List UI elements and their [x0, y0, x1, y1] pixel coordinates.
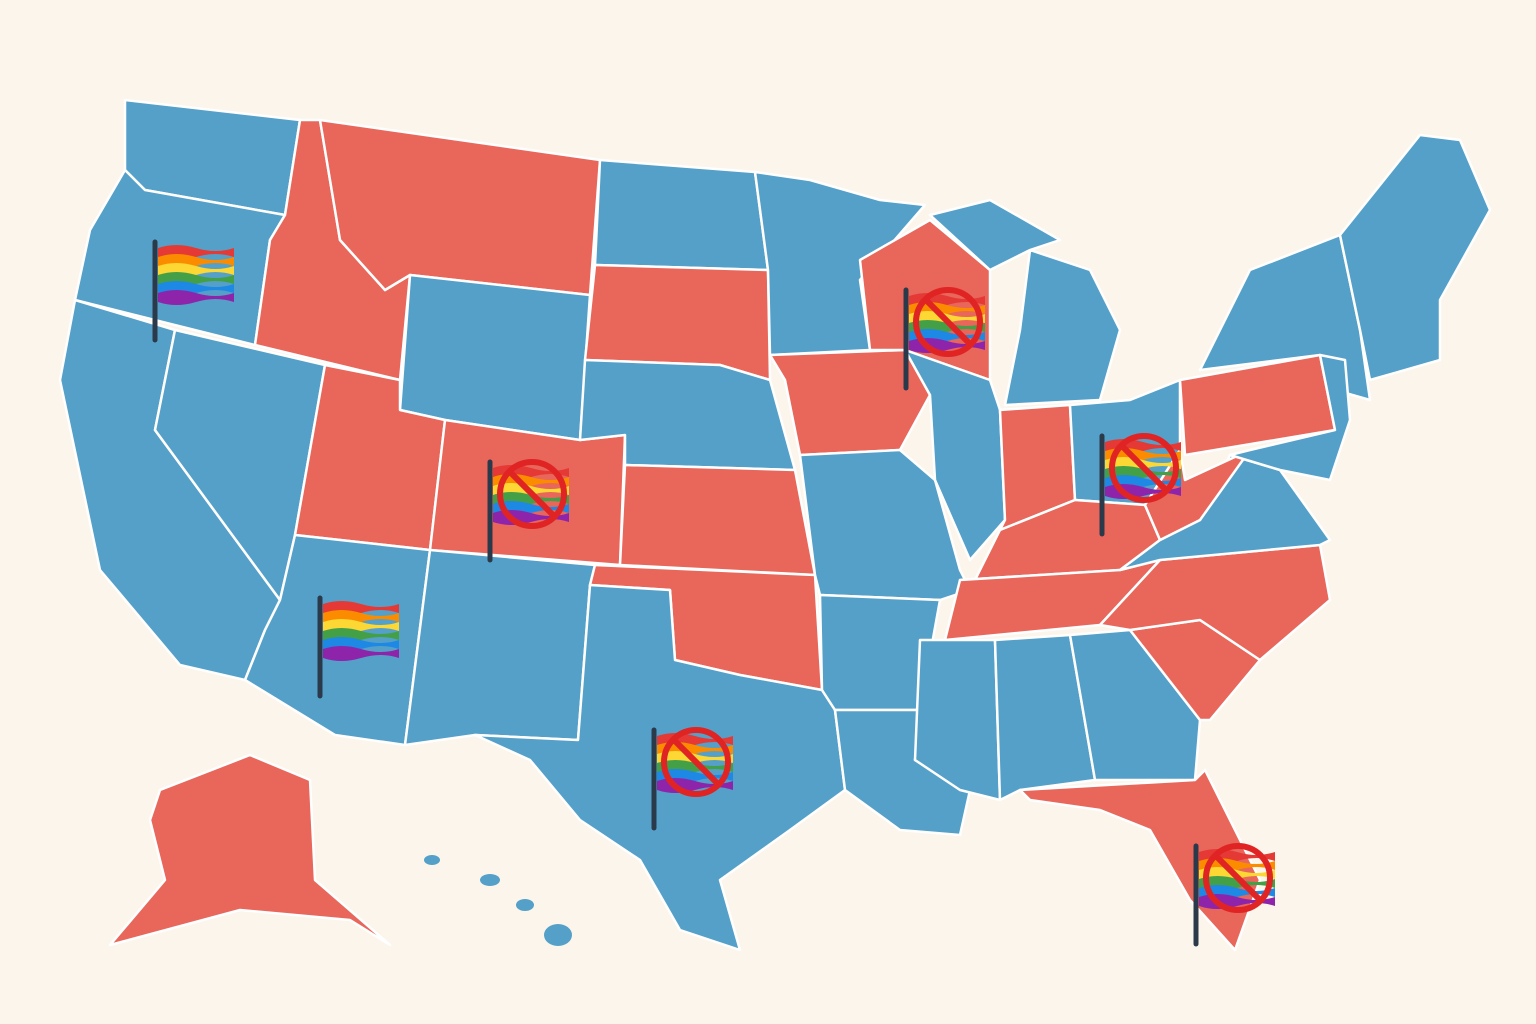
state [108, 753, 392, 947]
banned-flag [651, 727, 733, 831]
island [480, 874, 500, 886]
banned-flag [1099, 433, 1181, 537]
ban-slash [1119, 443, 1169, 493]
state [753, 170, 927, 357]
flag-stripe [158, 290, 234, 305]
ban-circle [497, 459, 567, 529]
banned-flag [487, 459, 569, 563]
state [903, 348, 1007, 562]
states [58, 98, 1492, 952]
pride-flag [152, 239, 234, 343]
state [403, 548, 597, 747]
ban-circle [913, 287, 983, 357]
ban-slash [671, 737, 721, 787]
state [1003, 248, 1122, 407]
banned-flag [1193, 843, 1275, 947]
state [1068, 628, 1202, 782]
island [544, 924, 572, 946]
pride-flag [317, 595, 399, 699]
ban-slash [1213, 853, 1263, 903]
ban-circle [1203, 843, 1273, 913]
state [928, 198, 1062, 272]
ban-slash [507, 469, 557, 519]
state [1338, 133, 1492, 382]
flag-stripe [323, 646, 399, 661]
state [593, 158, 770, 272]
state [1228, 353, 1352, 482]
flags [152, 239, 1275, 947]
island [424, 855, 440, 865]
state [993, 633, 1097, 802]
ban-slash [923, 297, 973, 347]
ban-circle [661, 727, 731, 797]
banned-flag [903, 287, 985, 391]
state [618, 463, 817, 577]
island [516, 899, 534, 911]
ban-circle [1109, 433, 1179, 503]
state [913, 638, 1002, 802]
